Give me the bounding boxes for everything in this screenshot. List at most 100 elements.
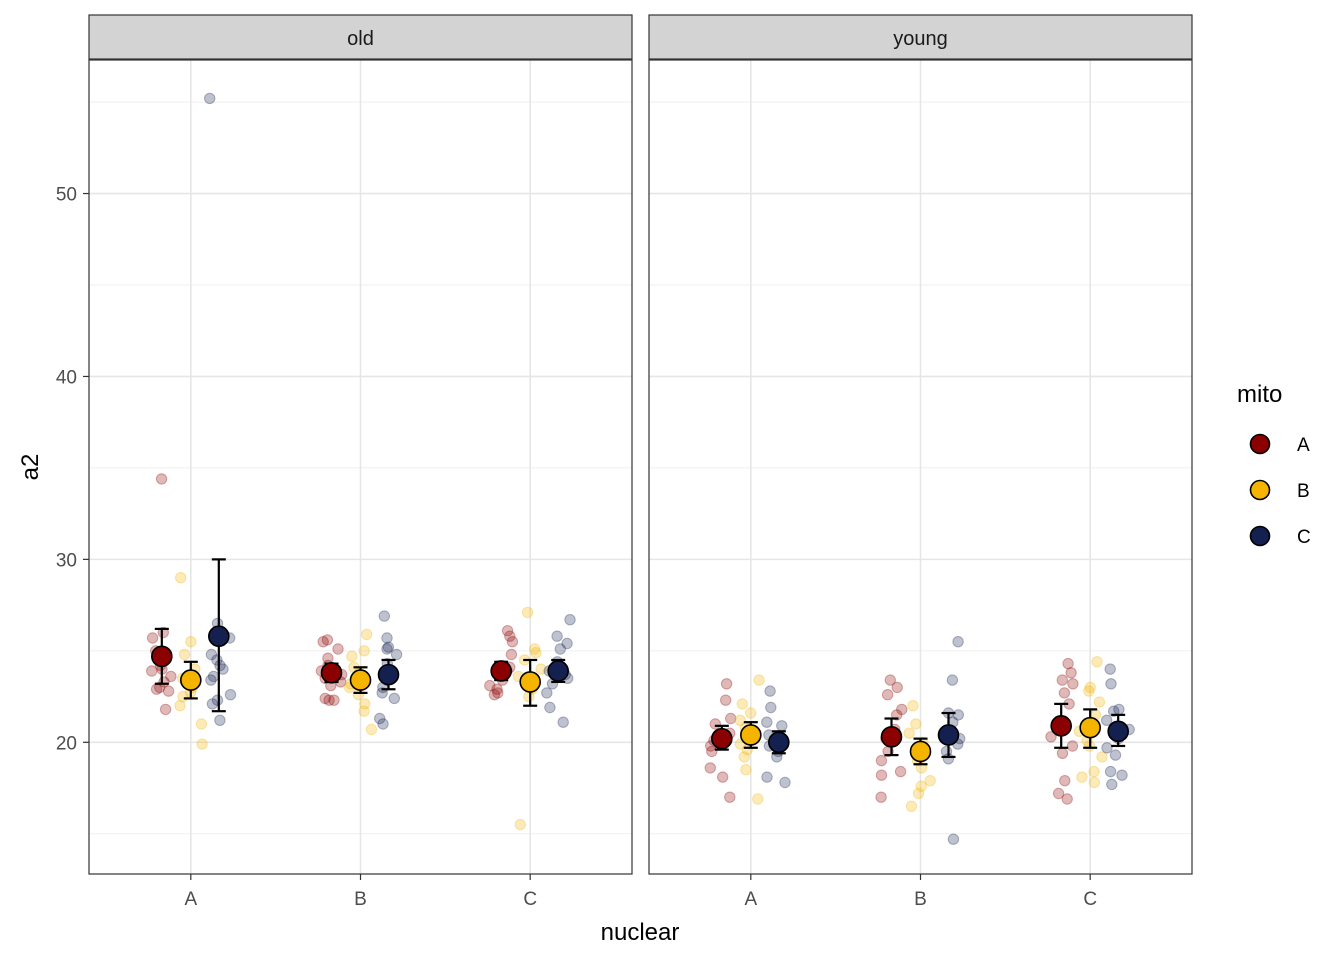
data-point xyxy=(1076,771,1088,783)
data-point xyxy=(912,787,925,800)
data-point xyxy=(884,674,896,686)
data-point xyxy=(564,614,576,626)
data-point xyxy=(374,712,386,725)
data-point xyxy=(1088,765,1100,778)
x-axis-title: nuclear xyxy=(601,919,680,946)
data-point xyxy=(1088,776,1101,789)
strip-label-young: young xyxy=(893,28,948,50)
x-tick-label: C xyxy=(1083,889,1097,910)
panel-old: old A B C xyxy=(88,14,633,910)
data-point xyxy=(910,718,922,730)
data-point xyxy=(1104,663,1116,675)
legend-key-b xyxy=(1249,479,1271,501)
data-point xyxy=(501,625,514,637)
data-point xyxy=(881,689,894,701)
y-tick-label: 30 xyxy=(56,550,77,571)
data-point xyxy=(1084,681,1096,694)
data-point xyxy=(381,643,393,655)
data-point xyxy=(1067,678,1079,690)
data-point xyxy=(1096,751,1108,763)
data-point xyxy=(947,833,960,845)
data-point xyxy=(528,643,541,655)
data-point xyxy=(323,694,335,706)
legend-key-c xyxy=(1249,525,1271,547)
data-point xyxy=(875,754,888,767)
data-point xyxy=(1106,778,1118,791)
data-point xyxy=(146,665,158,677)
data-point xyxy=(1091,656,1103,668)
data-point xyxy=(484,679,496,692)
data-point xyxy=(952,709,964,721)
data-point xyxy=(150,683,163,695)
data-point xyxy=(1101,742,1113,754)
x-tick-label: B xyxy=(914,889,927,910)
data-point xyxy=(195,718,208,730)
data-point xyxy=(332,643,344,655)
data-point xyxy=(505,648,518,661)
x-tick-label: A xyxy=(184,889,197,910)
data-point xyxy=(894,765,907,778)
mean-point xyxy=(151,645,173,668)
data-point xyxy=(734,714,746,726)
data-point xyxy=(1052,787,1065,800)
data-point xyxy=(875,769,888,781)
mean-point xyxy=(1050,715,1072,737)
jitter-points-young xyxy=(704,636,1135,845)
legend-label: C xyxy=(1297,527,1311,548)
data-point xyxy=(377,718,389,730)
data-point xyxy=(1061,793,1073,805)
data-point xyxy=(1065,667,1077,679)
mean-point xyxy=(320,661,343,684)
data-point xyxy=(224,689,237,701)
data-point xyxy=(521,606,534,619)
data-point xyxy=(896,703,908,716)
data-point xyxy=(891,681,903,694)
data-point xyxy=(761,716,773,728)
data-point xyxy=(907,700,919,712)
data-point xyxy=(214,714,226,726)
data-point xyxy=(205,648,218,661)
mean-point xyxy=(880,726,903,748)
data-point xyxy=(146,632,159,644)
legend-entries: A B C xyxy=(1244,424,1311,556)
data-point xyxy=(761,771,773,783)
data-point xyxy=(523,690,535,703)
data-point xyxy=(178,648,191,661)
x-tick-label: A xyxy=(744,889,757,910)
data-point xyxy=(720,694,732,706)
data-point xyxy=(185,636,197,648)
data-point xyxy=(915,780,927,792)
mean-point xyxy=(349,669,372,691)
mean-point xyxy=(1079,716,1101,739)
data-point xyxy=(382,641,395,653)
mean-point xyxy=(711,727,733,750)
data-point xyxy=(704,762,716,774)
data-point xyxy=(738,751,750,763)
legend: mito A B C xyxy=(1237,381,1311,556)
data-point xyxy=(903,727,915,739)
data-point xyxy=(1056,674,1069,686)
x-tick-label: B xyxy=(354,889,367,910)
data-point xyxy=(390,648,403,661)
mean-point xyxy=(377,663,400,686)
data-point xyxy=(328,694,340,706)
data-point xyxy=(924,775,936,787)
mean-point xyxy=(768,731,790,754)
data-point xyxy=(1093,696,1106,708)
data-point xyxy=(359,698,371,710)
data-point xyxy=(217,663,229,675)
data-point xyxy=(162,685,175,697)
data-point xyxy=(752,793,764,805)
data-point xyxy=(946,674,959,686)
data-point xyxy=(557,716,569,728)
data-point xyxy=(551,630,563,642)
y-tick-label: 40 xyxy=(56,367,77,388)
data-point xyxy=(514,818,526,831)
data-point xyxy=(706,745,718,758)
mean-point xyxy=(1107,720,1129,743)
data-point xyxy=(753,674,765,686)
summary-markers-young xyxy=(711,702,1129,766)
data-point xyxy=(776,720,788,732)
data-point xyxy=(492,687,504,699)
strip-label-old: old xyxy=(347,28,374,50)
